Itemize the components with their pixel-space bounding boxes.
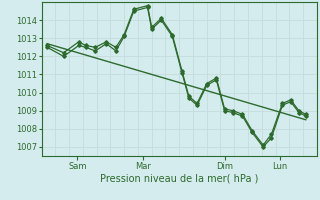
X-axis label: Pression niveau de la mer( hPa ): Pression niveau de la mer( hPa ) [100, 173, 258, 183]
